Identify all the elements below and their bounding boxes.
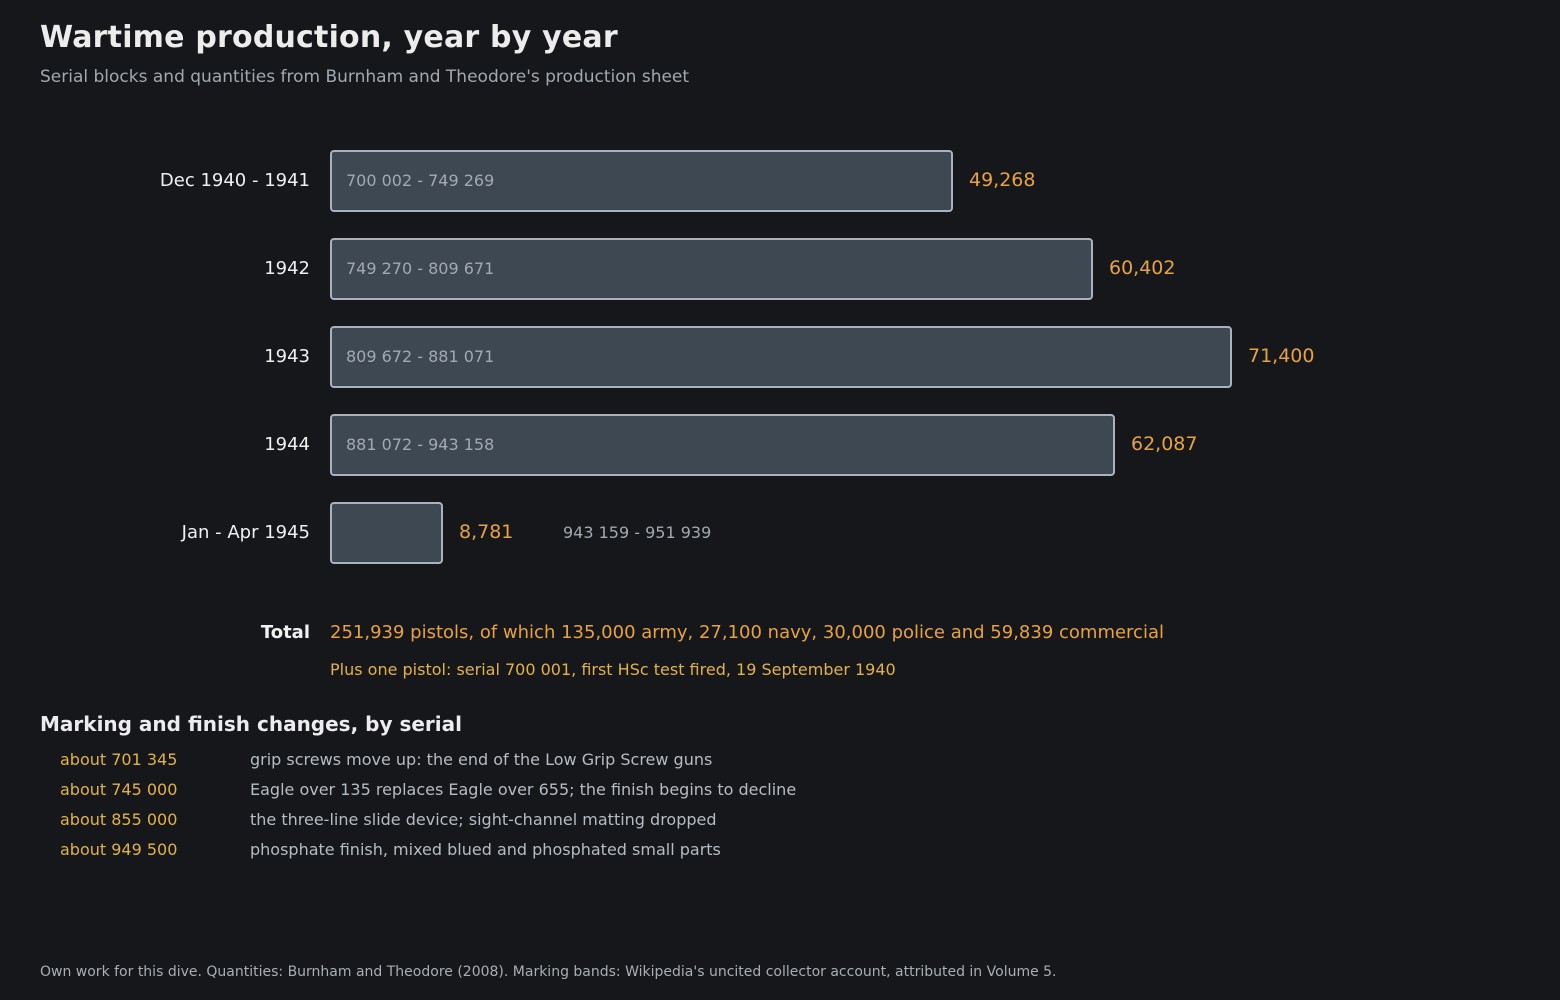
changes-section-title: Marking and finish changes, by serial (40, 712, 463, 736)
category-label: 1943 (264, 346, 310, 367)
bar (330, 414, 1115, 476)
change-row: about 745 000 Eagle over 135 replaces Ea… (60, 780, 960, 810)
category-label: Dec 1940 - 1941 (159, 170, 310, 191)
serial-range-label: 809 672 - 881 071 (346, 347, 495, 366)
bar (330, 150, 953, 212)
change-row: about 855 000 the three-line slide devic… (60, 810, 960, 840)
bar-chart: Dec 1940 - 1941 49,268 700 002 - 749 269 19… (159, 150, 1315, 564)
value-label: 49,268 (969, 169, 1036, 191)
value-label: 60,402 (1109, 257, 1176, 279)
change-description: grip screws move up: the end of the Low … (250, 750, 713, 769)
change-serial: about 701 345 (60, 750, 178, 769)
change-row: about 949 500 phosphate finish, mixed bl… (60, 840, 960, 870)
chart-subtitle: Serial blocks and quantities from Burnha… (40, 67, 690, 87)
change-row: about 701 345 grip screws move up: the e… (60, 750, 960, 780)
serial-range-label: 700 002 - 749 269 (346, 171, 495, 190)
change-description: phosphate finish, mixed blued and phosph… (250, 840, 721, 859)
value-label: 71,400 (1248, 345, 1315, 367)
value-label: 62,087 (1131, 433, 1198, 455)
changes-list: about 701 345 grip screws move up: the e… (60, 750, 960, 870)
chart-title: Wartime production, year by year (40, 20, 618, 55)
change-serial: about 745 000 (60, 780, 178, 799)
change-serial: about 949 500 (60, 840, 178, 859)
bar (330, 326, 1232, 388)
serial-range-label: 749 270 - 809 671 (346, 259, 495, 278)
total-label: Total (260, 622, 310, 643)
source-footnote: Own work for this dive. Quantities: Burn… (40, 964, 1057, 980)
category-label: 1944 (264, 434, 310, 455)
value-label: 8,781 (459, 521, 514, 543)
category-label: 1942 (264, 258, 310, 279)
serial-range-label: 943 159 - 951 939 (563, 523, 712, 542)
total-text: 251,939 pistols, of which 135,000 army, … (330, 622, 1164, 643)
bar (330, 238, 1093, 300)
category-label: Jan - Apr 1945 (181, 522, 310, 543)
change-description: the three-line slide device; sight-chann… (250, 810, 717, 829)
extra-pistol-note: Plus one pistol: serial 700 001, first H… (330, 660, 896, 679)
change-description: Eagle over 135 replaces Eagle over 655; … (250, 780, 797, 799)
change-serial: about 855 000 (60, 810, 178, 829)
bar (330, 502, 443, 564)
serial-range-label: 881 072 - 943 158 (346, 435, 495, 454)
